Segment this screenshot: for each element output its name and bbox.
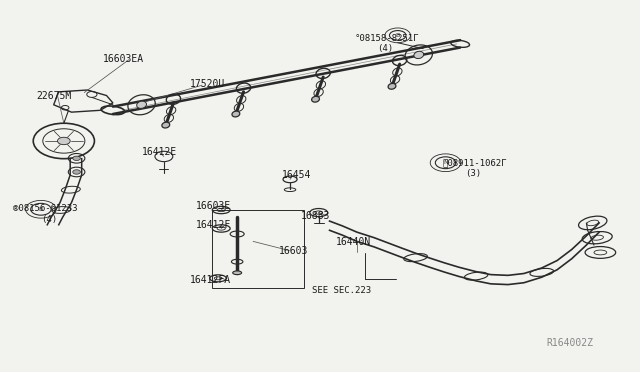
Circle shape — [58, 137, 70, 145]
Ellipse shape — [414, 51, 424, 58]
Text: 17520U: 17520U — [189, 80, 225, 89]
Ellipse shape — [162, 122, 170, 128]
Text: B: B — [396, 33, 400, 38]
Text: 16603: 16603 — [278, 246, 308, 256]
Ellipse shape — [137, 101, 147, 108]
Text: N: N — [443, 160, 448, 165]
Ellipse shape — [388, 83, 396, 89]
Text: 16440N: 16440N — [336, 237, 371, 247]
Text: 16412F: 16412F — [196, 220, 231, 230]
Text: 22675M: 22675M — [36, 90, 72, 100]
Ellipse shape — [233, 271, 242, 275]
Text: 16603E: 16603E — [196, 201, 231, 211]
Text: (4): (4) — [41, 215, 57, 224]
Text: 16454: 16454 — [282, 170, 311, 180]
Text: ®08156-61233: ®08156-61233 — [13, 204, 77, 214]
Bar — [212, 210, 304, 288]
Text: 16412FA: 16412FA — [189, 275, 230, 285]
Text: (3): (3) — [465, 169, 481, 177]
Ellipse shape — [312, 96, 319, 102]
Text: ⓝ08911-1062Γ: ⓝ08911-1062Γ — [443, 158, 508, 168]
Text: B: B — [39, 207, 43, 212]
Text: SEE SEC.223: SEE SEC.223 — [312, 286, 371, 295]
Text: °08158-8251Γ: °08158-8251Γ — [355, 34, 420, 43]
Text: (4): (4) — [378, 44, 394, 53]
Text: 16883: 16883 — [301, 211, 330, 221]
Text: R164002Z: R164002Z — [546, 338, 593, 348]
Circle shape — [73, 170, 81, 174]
Text: 16603EA: 16603EA — [103, 54, 145, 64]
Text: 16412E: 16412E — [141, 147, 177, 157]
Circle shape — [73, 156, 81, 161]
Ellipse shape — [232, 111, 240, 117]
